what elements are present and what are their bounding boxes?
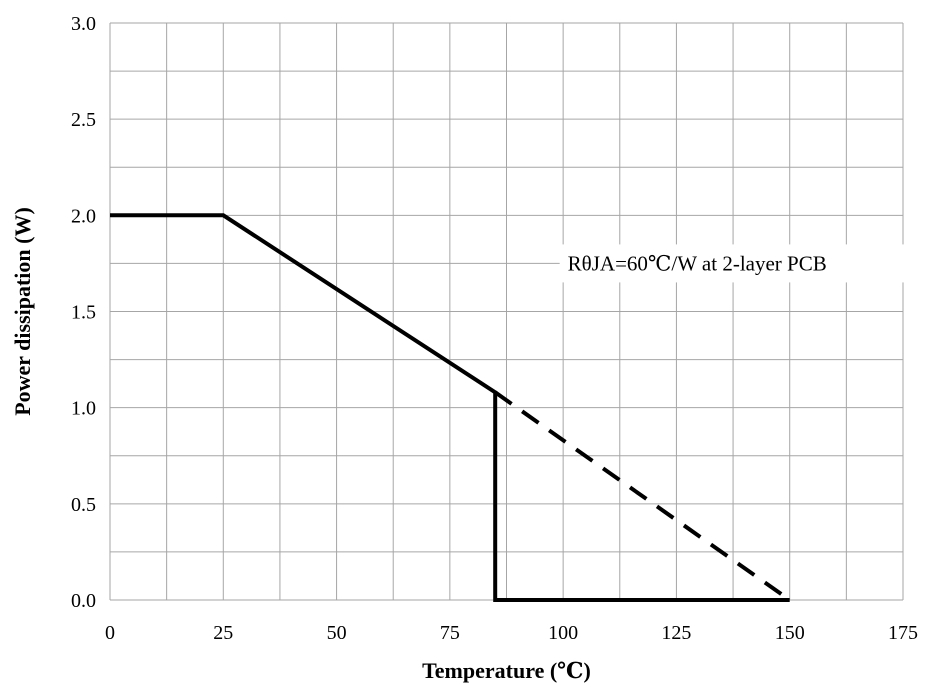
y-tick-label: 3.0 (71, 13, 96, 35)
x-tick-label: 150 (775, 622, 805, 644)
y-tick-label: 0.0 (71, 590, 96, 612)
annotation-text: RθJA=60℃/W at 2-layer PCB (568, 251, 827, 275)
y-tick-label: 2.5 (71, 109, 96, 131)
x-tick-label: 100 (548, 622, 578, 644)
x-tick-label: 125 (661, 622, 691, 644)
y-tick-label: 0.5 (71, 494, 96, 516)
series-layer (110, 213, 791, 602)
x-tick-label: 0 (105, 622, 115, 644)
tick-labels: 0 25 50 75 100 125 150 175 0.0 0.5 1.0 1.5 2.0 2.5 3.0 (71, 13, 918, 644)
x-axis-title: Temperature (℃) (422, 658, 591, 683)
y-tick-label: 1.0 (71, 398, 96, 420)
y-tick-label: 2.0 (71, 205, 96, 227)
y-axis-title: Power dissipation (W) (10, 207, 35, 416)
x-tick-label: 75 (440, 622, 460, 644)
annotation-box (559, 244, 925, 283)
grid-layer (109, 22, 904, 601)
x-tick-label: 25 (213, 622, 233, 644)
derating-line-dashed (494, 390, 791, 602)
y-tick-label: 1.5 (71, 302, 96, 324)
x-tick-label: 50 (327, 622, 347, 644)
x-tick-label: 175 (888, 622, 918, 644)
